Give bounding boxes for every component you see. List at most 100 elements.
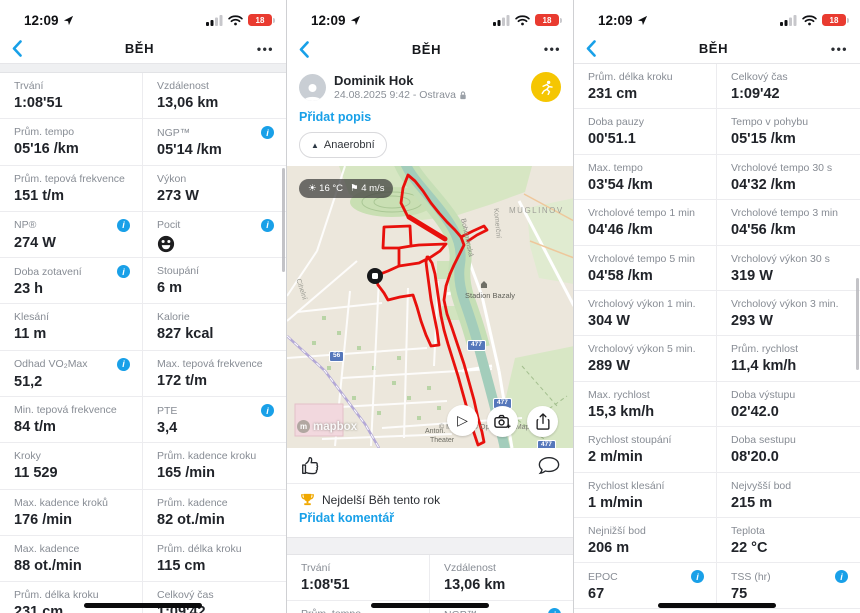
- stat-value: 82 ot./min: [157, 511, 225, 528]
- info-icon[interactable]: i: [691, 570, 704, 584]
- stat-cell: NP® i 274 W: [0, 211, 143, 259]
- camera-add-photo-button[interactable]: [487, 406, 518, 437]
- stat-cell: Min. tepová frekvence 84 t/m: [0, 397, 143, 444]
- stat-label: PTE: [157, 404, 178, 417]
- info-icon[interactable]: i: [835, 570, 848, 584]
- triangle-up-icon: ▲: [311, 140, 319, 150]
- stat-value: 03'54 /km: [588, 176, 653, 193]
- stat-value: 206 m: [588, 539, 630, 556]
- back-chevron-icon[interactable]: [586, 40, 596, 57]
- info-icon[interactable]: i: [261, 218, 274, 232]
- stat-cell: Nejnižší bod 206 m: [574, 517, 717, 564]
- stat-value: 293 W: [731, 312, 773, 329]
- stat-cell: Vrcholový výkon 5 min. 289 W: [574, 336, 717, 382]
- stat-cell: Tempo v pohybu 05'15 /km: [717, 109, 860, 155]
- stat-label: Vrcholové tempo 5 min: [588, 252, 695, 265]
- stat-value: 00'51.1: [588, 131, 636, 148]
- info-icon[interactable]: i: [117, 218, 130, 232]
- stat-value: 04'56 /km: [731, 222, 796, 239]
- stat-cell: Doba výstupu 02'42.0: [717, 382, 860, 428]
- stat-label: Vrcholový výkon 1 min.: [588, 297, 696, 310]
- like-thumbs-up-icon[interactable]: [300, 456, 320, 476]
- stat-label: Prům. tempo: [301, 608, 361, 613]
- comment-bubble-icon[interactable]: [538, 456, 560, 475]
- stat-value: 05'16 /km: [14, 141, 79, 158]
- route-map[interactable]: ☀ 16 °C ⚑ 4 m/s MUGLINOV Komerční Bohumí…: [287, 166, 573, 448]
- info-icon[interactable]: i: [548, 608, 561, 613]
- nav-bar: BĚH •••: [287, 34, 573, 64]
- stat-label: EPOC: [588, 570, 618, 583]
- stat-cell: Prům. délka kroku 115 cm: [143, 536, 286, 583]
- stat-label: Vrcholový výkon 30 s: [731, 252, 830, 265]
- stat-cell: Max. tempo 03'54 /km: [574, 154, 717, 201]
- stat-label: Nejnižší bod: [588, 524, 646, 537]
- stat-value: 88 ot./min: [14, 557, 82, 574]
- stat-label: Doba výstupu: [731, 388, 796, 401]
- more-menu-icon[interactable]: •••: [830, 41, 848, 56]
- stats-grid: Trvání 1:08'51 Vzdálenost 13,06 km Prům. tem…: [287, 555, 573, 613]
- stat-label: Max. tempo: [588, 161, 643, 174]
- add-comment-link[interactable]: Přidat komentář: [299, 511, 395, 525]
- nav-bar: BĚH •••: [574, 34, 860, 64]
- user-name: Dominik Hok: [334, 73, 414, 88]
- profile-row[interactable]: Dominik Hok 24.08.2025 9:42 - Ostrava: [287, 64, 573, 108]
- scrollbar[interactable]: [282, 168, 285, 272]
- stat-label: Stoupání: [157, 265, 200, 278]
- cellular-signal-icon: [493, 14, 510, 26]
- stat-cell: PTE i 3,4: [143, 397, 286, 444]
- road-shield: 477: [467, 340, 486, 351]
- back-chevron-icon[interactable]: [12, 40, 22, 57]
- lock-icon: [460, 90, 466, 99]
- info-icon[interactable]: i: [117, 357, 130, 371]
- play-route-button[interactable]: ▷: [447, 405, 478, 436]
- add-description-link[interactable]: Přidat popis: [299, 110, 372, 124]
- clock: 12:09: [598, 12, 633, 28]
- intensity-chip[interactable]: ▲ Anaerobní: [299, 132, 387, 158]
- stadium-poi-icon: [481, 281, 487, 288]
- stat-label: Odhad VO₂Max: [14, 358, 88, 371]
- battery-indicator: 18: [822, 14, 849, 26]
- back-chevron-icon[interactable]: [299, 40, 309, 58]
- achievement-row: Nejdelší Běh tento rok: [287, 484, 573, 509]
- stat-label: NP®: [14, 219, 37, 232]
- stat-cell: Max. kadence 88 ot./min: [0, 535, 143, 583]
- page-title: BĚH: [124, 41, 155, 56]
- stat-cell: Prům. kadence 82 ot./min: [143, 490, 286, 536]
- nav-bar: BĚH •••: [0, 34, 286, 64]
- stat-value: 11 529: [14, 465, 58, 482]
- stat-cell: Pocit i: [143, 212, 286, 259]
- stat-cell: EPOC i 67: [574, 563, 717, 609]
- stat-label: Prům. délka kroku: [157, 542, 242, 555]
- avatar[interactable]: [299, 73, 326, 101]
- stat-label: Max. tepová frekvence: [157, 357, 263, 370]
- stat-value: 04'58 /km: [588, 267, 653, 284]
- stat-cell: Vrcholové tempo 5 min 04'58 /km: [574, 245, 717, 291]
- stat-label: Trvání: [301, 562, 331, 574]
- home-indicator: [658, 603, 776, 608]
- clock: 12:09: [24, 12, 59, 28]
- stat-value: 23 h: [14, 281, 44, 298]
- achievement-label: Nejdelší Běh tento rok: [322, 492, 441, 507]
- stat-label: Trvání: [14, 80, 44, 92]
- stat-cell: Doba sestupu 08'20.0: [717, 427, 860, 473]
- stat-label: Kalorie: [157, 311, 190, 324]
- stat-value: 22 °C: [731, 539, 768, 556]
- stat-cell: Nejvyšší bod 215 m: [717, 473, 860, 518]
- info-icon[interactable]: i: [261, 126, 274, 140]
- map-label-anton: Anton.: [425, 428, 446, 435]
- stat-value: 05'15 /km: [731, 131, 796, 148]
- more-menu-icon[interactable]: •••: [543, 42, 561, 56]
- stat-cell: Celkový čas 1:09'42: [143, 582, 286, 613]
- info-icon[interactable]: i: [117, 265, 130, 279]
- more-menu-icon[interactable]: •••: [256, 41, 274, 56]
- stat-label: TSS (hr): [731, 570, 771, 583]
- info-icon[interactable]: i: [261, 404, 274, 418]
- share-button[interactable]: [527, 406, 558, 437]
- stat-label: Vrcholové tempo 3 min: [731, 207, 838, 220]
- stat-cell: Prům. délka kroku 231 cm: [0, 582, 143, 613]
- stat-value: 176 /min: [14, 511, 73, 528]
- scrollbar[interactable]: [856, 278, 859, 370]
- stat-value: 273 W: [157, 187, 199, 204]
- running-activity-icon: [531, 72, 561, 102]
- stat-value: 13,06 km: [157, 95, 219, 111]
